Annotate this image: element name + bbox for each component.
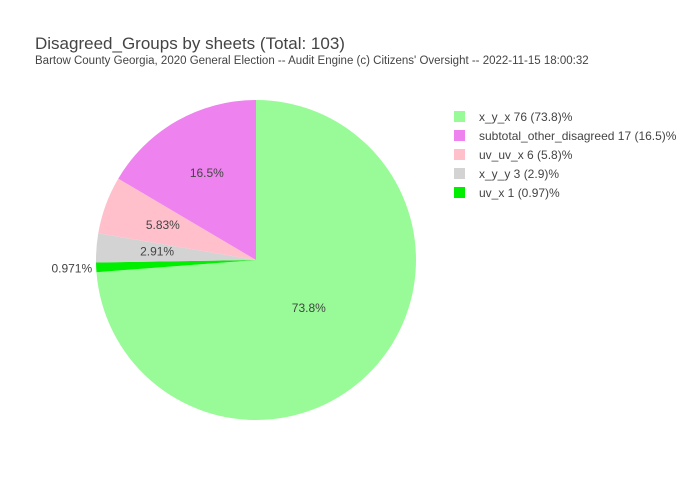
pie-slice[interactable] bbox=[98, 178, 256, 260]
legend-label: x_y_y 3 (2.9)% bbox=[479, 166, 560, 181]
legend-item[interactable]: uv_uv_x 6 (5.8)% bbox=[454, 145, 676, 164]
chart-title: Disagreed_Groups by sheets (Total: 103) bbox=[35, 34, 345, 53]
pie-slice[interactable] bbox=[96, 260, 256, 273]
legend-item[interactable]: subtotal_other_disagreed 17 (16.5)% bbox=[454, 126, 676, 145]
legend: x_y_x 76 (73.8)% subtotal_other_disagreed… bbox=[454, 107, 676, 202]
legend-label: x_y_x 76 (73.8)% bbox=[479, 109, 573, 124]
legend-swatch bbox=[454, 168, 465, 179]
legend-swatch bbox=[454, 149, 465, 160]
legend-label: uv_uv_x 6 (5.8)% bbox=[479, 147, 573, 162]
legend-swatch bbox=[454, 187, 465, 198]
slice-label: 2.91% bbox=[140, 245, 174, 259]
legend-label: subtotal_other_disagreed 17 (16.5)% bbox=[479, 128, 677, 143]
legend-item[interactable]: x_y_x 76 (73.8)% bbox=[454, 107, 676, 126]
slice-label: 0.971% bbox=[51, 262, 92, 276]
legend-item[interactable]: x_y_y 3 (2.9)% bbox=[454, 164, 676, 183]
slice-label: 5.83% bbox=[146, 218, 180, 232]
pie-slice[interactable] bbox=[96, 100, 417, 421]
legend-swatch bbox=[454, 111, 465, 122]
chart-subtitle: Bartow County Georgia, 2020 General Elec… bbox=[35, 55, 589, 67]
slice-label: 73.8% bbox=[292, 301, 326, 315]
legend-swatch bbox=[454, 130, 465, 141]
pie-slice[interactable] bbox=[96, 233, 257, 263]
legend-item[interactable]: uv_x 1 (0.97)% bbox=[454, 183, 676, 202]
legend-label: uv_x 1 (0.97)% bbox=[479, 185, 560, 200]
pie-slice[interactable] bbox=[118, 100, 256, 260]
slice-label: 16.5% bbox=[190, 166, 224, 180]
